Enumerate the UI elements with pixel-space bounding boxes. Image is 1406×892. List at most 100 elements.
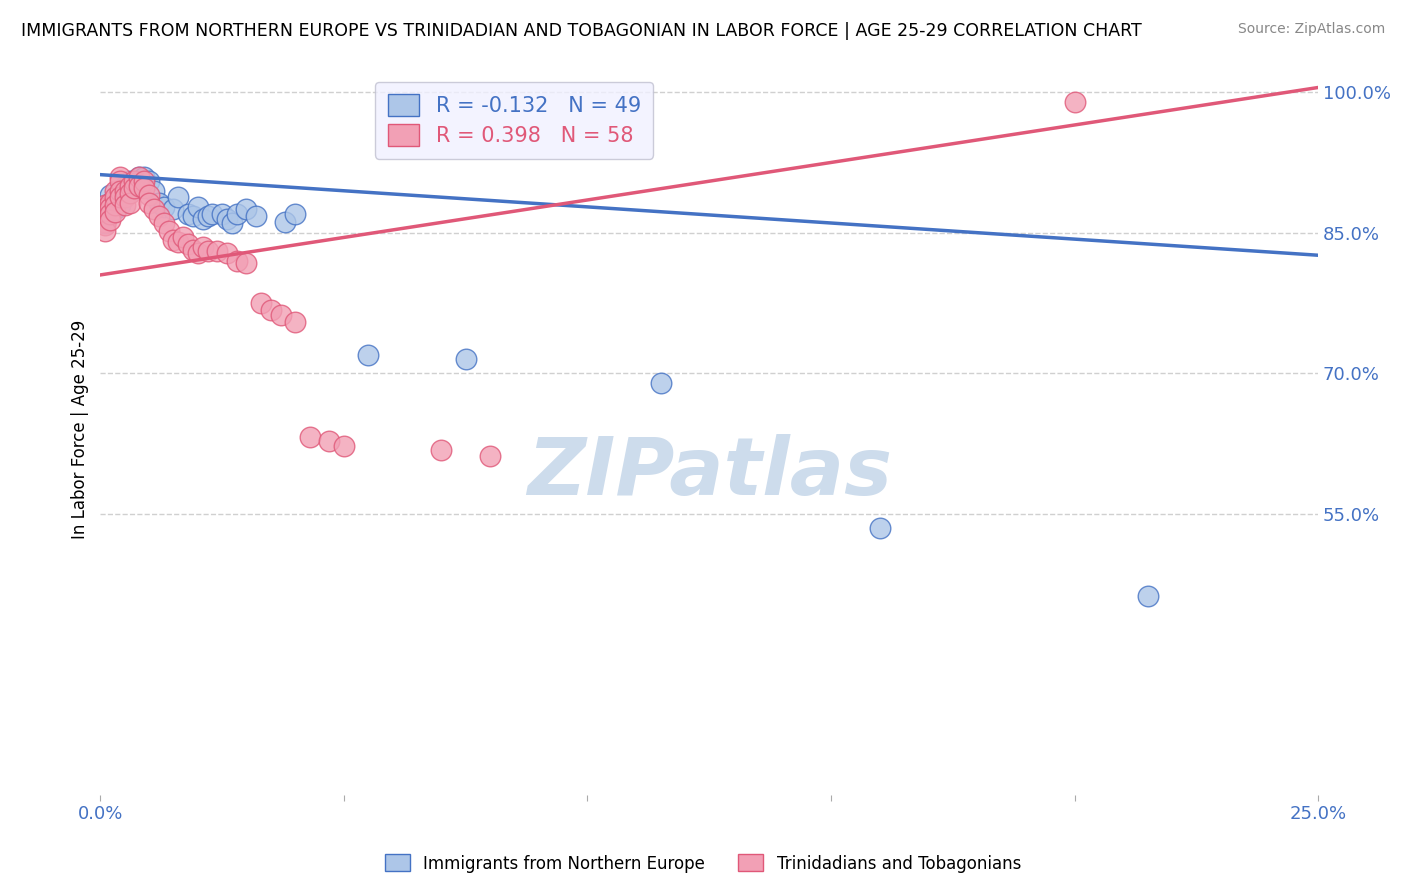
Text: ZIPatlas: ZIPatlas (527, 434, 891, 512)
Point (284, 207, 307, 221)
Point (128, 178, 150, 193)
Point (108, 174, 131, 188)
Point (118, 178, 141, 193)
Point (94, 202, 117, 217)
Legend: R = -0.132   N = 49, R = 0.398   N = 58: R = -0.132 N = 49, R = 0.398 N = 58 (375, 82, 654, 159)
Point (98, 202, 121, 216)
Point (128, 169, 150, 184)
Point (225, 253, 247, 268)
Text: Source: ZipAtlas.com: Source: ZipAtlas.com (1237, 22, 1385, 37)
Point (181, 243, 204, 257)
Point (94, 211, 117, 226)
Point (157, 224, 180, 238)
Point (245, 209, 267, 223)
Point (98, 202, 121, 216)
Legend: Immigrants from Northern Europe, Trinidadians and Tobagonians: Immigrants from Northern Europe, Trinida… (378, 847, 1028, 880)
Point (114, 184, 136, 198)
Point (148, 209, 170, 223)
Point (215, 211, 238, 226)
Point (98, 195, 121, 210)
Point (128, 169, 150, 184)
Point (108, 184, 131, 198)
Point (152, 216, 174, 230)
Point (108, 197, 131, 211)
Point (124, 181, 146, 195)
Point (177, 207, 200, 221)
Point (98, 207, 121, 221)
Point (94, 197, 117, 211)
Point (357, 348, 380, 362)
Point (197, 244, 219, 259)
Point (215, 246, 238, 260)
Point (134, 169, 156, 184)
Point (177, 237, 200, 252)
Point (94, 207, 117, 221)
Point (274, 214, 297, 228)
Point (118, 195, 141, 210)
Point (235, 256, 257, 270)
Point (124, 174, 146, 188)
Point (104, 197, 127, 211)
Point (94, 202, 117, 216)
Point (869, 521, 891, 535)
Point (201, 207, 224, 221)
Point (211, 207, 233, 221)
Point (124, 178, 146, 193)
Point (260, 302, 283, 317)
Point (270, 308, 292, 322)
Point (1063, 95, 1085, 109)
Point (284, 315, 307, 329)
Point (152, 200, 174, 214)
Point (250, 296, 273, 310)
Point (454, 352, 477, 367)
Point (172, 230, 194, 244)
Point (138, 188, 160, 202)
Text: IMMIGRANTS FROM NORTHERN EUROPE VS TRINIDADIAN AND TOBAGONIAN IN LABOR FORCE | A: IMMIGRANTS FROM NORTHERN EUROPE VS TRINI… (21, 22, 1142, 40)
Point (650, 376, 672, 390)
Point (134, 174, 156, 188)
Point (191, 240, 214, 254)
Point (162, 233, 184, 247)
Point (138, 174, 160, 188)
Point (104, 202, 127, 217)
Point (108, 190, 131, 204)
Point (138, 195, 160, 210)
Point (114, 190, 136, 204)
Point (162, 202, 184, 217)
Point (114, 178, 136, 193)
Point (221, 216, 243, 230)
Point (1136, 590, 1159, 604)
Point (167, 190, 190, 204)
Y-axis label: In Labor Force | Age 25-29: In Labor Force | Age 25-29 (72, 320, 89, 539)
Point (94, 219, 117, 233)
Point (142, 184, 165, 198)
Point (94, 197, 117, 211)
Point (98, 188, 121, 202)
Point (118, 186, 141, 201)
Point (430, 443, 453, 458)
Point (104, 190, 127, 204)
Point (191, 211, 214, 226)
Point (108, 184, 131, 198)
Point (235, 202, 257, 217)
Point (104, 193, 127, 207)
Point (187, 246, 209, 260)
Point (114, 197, 136, 211)
Point (134, 181, 156, 195)
Point (104, 197, 127, 211)
Point (94, 216, 117, 230)
Point (94, 207, 117, 221)
Point (181, 209, 204, 223)
Point (114, 184, 136, 198)
Point (207, 244, 229, 259)
Point (98, 212, 121, 227)
Point (333, 439, 356, 453)
Point (187, 200, 209, 214)
Point (479, 449, 502, 463)
Point (197, 209, 219, 223)
Point (118, 184, 141, 198)
Point (98, 207, 121, 221)
Point (104, 184, 127, 198)
Point (94, 214, 117, 228)
Point (167, 235, 190, 249)
